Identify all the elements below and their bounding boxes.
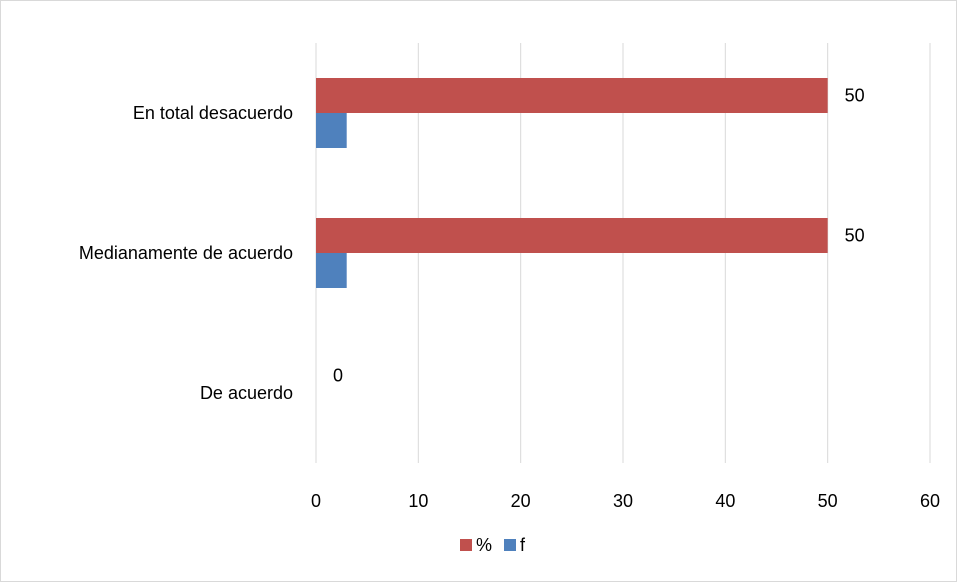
data-labels: 50 50 0 [333, 86, 865, 386]
bars [316, 78, 828, 288]
data-label: 0 [333, 366, 343, 386]
legend-label: % [476, 535, 492, 555]
bar-percent [316, 78, 828, 113]
data-label: 50 [845, 226, 865, 246]
x-tick-label: 30 [613, 491, 633, 511]
x-tick-label: 50 [818, 491, 838, 511]
x-tick-label: 40 [715, 491, 735, 511]
bar-f [316, 113, 347, 148]
legend-swatch [460, 539, 472, 551]
x-tick-labels: 0 10 20 30 40 50 60 [311, 491, 940, 511]
category-label: Medianamente de acuerdo [79, 243, 293, 263]
legend: % f [460, 535, 526, 555]
category-label: De acuerdo [200, 383, 293, 403]
category-label: En total desacuerdo [133, 103, 293, 123]
bar-percent [316, 218, 828, 253]
x-tick-label: 0 [311, 491, 321, 511]
x-tick-label: 60 [920, 491, 940, 511]
category-labels: En total desacuerdo Medianamente de acuer… [79, 103, 293, 403]
data-label: 50 [845, 86, 865, 106]
x-tick-label: 20 [511, 491, 531, 511]
bar-f [316, 253, 347, 288]
legend-swatch [504, 539, 516, 551]
x-tick-label: 10 [408, 491, 428, 511]
legend-label: f [520, 535, 526, 555]
